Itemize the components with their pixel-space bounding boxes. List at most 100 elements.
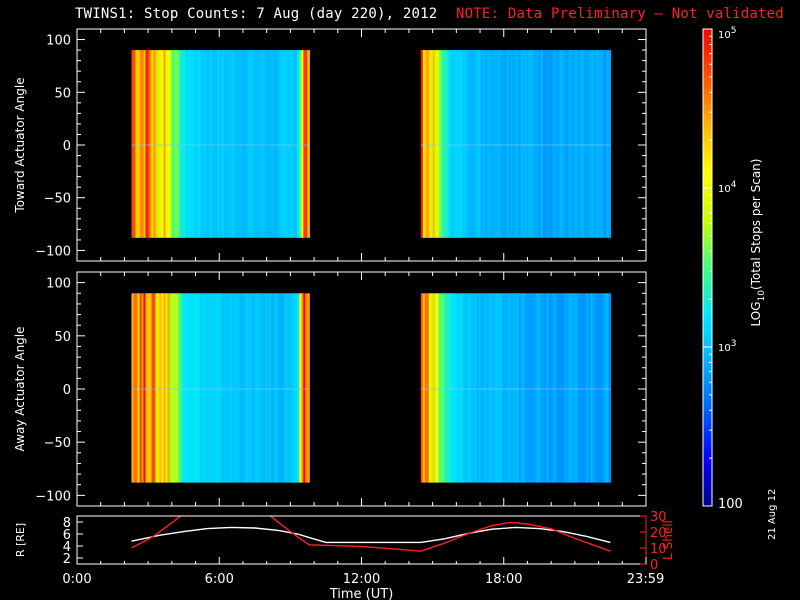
heatmap-cell: [269, 50, 272, 238]
heatmap-cell: [444, 50, 448, 238]
heatmap-cell: [476, 50, 480, 238]
heatmap-cell: [223, 50, 226, 238]
heatmap-cell: [440, 50, 444, 238]
heatmap-cell: [526, 50, 530, 238]
heatmap-cell: [195, 50, 199, 238]
heatmap-cell: [265, 293, 268, 483]
heatmap-cell: [179, 293, 183, 483]
heatmap-cell: [588, 50, 592, 238]
heatmap-cell: [568, 50, 572, 238]
heatmap-cell: [187, 50, 191, 238]
y-tick-label: −100: [35, 489, 71, 504]
heatmap-cell: [259, 50, 262, 238]
heatmap-cell: [592, 50, 596, 238]
heatmap-cell: [582, 293, 586, 483]
heatmap-cell: [496, 293, 500, 483]
heatmap-cell: [582, 50, 586, 238]
heatmap-cell: [167, 50, 171, 238]
heatmap-cell: [145, 50, 149, 238]
heatmap-cell: [301, 50, 304, 238]
heatmap-cell: [171, 50, 175, 238]
heatmap-cell: [502, 50, 506, 238]
heatmap-cell: [462, 50, 466, 238]
heatmap-cell: [586, 293, 590, 483]
heatmap-cell: [245, 293, 248, 483]
heatmap-cell: [209, 293, 212, 483]
heatmap-cell: [606, 50, 609, 238]
heatmap-cell: [211, 293, 214, 483]
heatmap-cell: [157, 50, 161, 238]
heatmap-cell: [456, 293, 460, 483]
heatmap-cell: [167, 293, 171, 483]
heatmap-cell: [500, 50, 504, 238]
heatmap-cell: [131, 50, 135, 238]
heatmap-cell: [259, 293, 262, 483]
heatmap-cell: [510, 293, 514, 483]
heatmap-cell: [217, 50, 220, 238]
heatmap-cell: [532, 293, 536, 483]
heatmap-cell: [540, 293, 544, 483]
heatmap-cell: [492, 293, 496, 483]
y-axis-label: Away Actuator Angle: [13, 326, 27, 451]
heatmap-cell: [139, 50, 143, 238]
heatmap-cell: [169, 50, 173, 238]
heatmap-cell: [149, 293, 153, 483]
heatmap-cell: [199, 50, 203, 238]
heatmap-cell: [135, 50, 139, 238]
heatmap-cell: [584, 50, 588, 238]
heatmap-cell: [522, 293, 526, 483]
heatmap-cell: [293, 50, 296, 238]
heatmap-cell: [249, 293, 252, 483]
heatmap-block: [131, 50, 310, 238]
heatmap-cell: [289, 50, 292, 238]
heatmap-cell: [516, 50, 520, 238]
heatmap-cell: [283, 50, 286, 238]
heatmap-cell: [562, 293, 566, 483]
heatmap-cell: [560, 293, 564, 483]
heatmap-cell: [490, 293, 494, 483]
heatmap-cell: [137, 50, 141, 238]
y-tick-label: 50: [54, 86, 71, 101]
heatmap-cell: [271, 293, 274, 483]
heatmap-cell: [538, 293, 542, 483]
heatmap-cell: [143, 50, 147, 238]
heatmap-block: [420, 293, 611, 483]
heatmap-cell: [420, 50, 424, 238]
heatmap-cell: [217, 293, 220, 483]
heatmap-cell: [305, 293, 308, 483]
heatmap-cell: [452, 293, 456, 483]
heatmap-cell: [438, 50, 442, 238]
heatmap-cell: [460, 50, 464, 238]
heatmap-cell: [185, 293, 189, 483]
heatmap-cell: [155, 50, 159, 238]
heatmap-cell: [478, 293, 482, 483]
heatmap-cell: [215, 50, 218, 238]
heatmap-cell: [542, 50, 546, 238]
heatmap-cell: [163, 293, 167, 483]
heatmap-cell: [207, 50, 210, 238]
heatmap-cell: [534, 293, 538, 483]
heatmap-cell: [466, 50, 470, 238]
heatmap-cell: [303, 50, 306, 238]
heatmap-cell: [247, 293, 250, 483]
heatmap-cell: [420, 293, 424, 483]
heatmap-cell: [528, 50, 532, 238]
heatmap-cell: [265, 50, 268, 238]
heatmap-cell: [133, 50, 137, 238]
heatmap-cell: [494, 50, 498, 238]
heatmap-cell: [520, 293, 524, 483]
x-tick-label: 18:00: [485, 572, 522, 587]
colorbar-gradient: [703, 29, 712, 506]
heatmap-cell: [287, 293, 290, 483]
colorbar-tick-label: 105: [718, 26, 736, 41]
heatmap-cell: [430, 293, 434, 483]
heatmap-cell: [191, 293, 195, 483]
heatmap-cell: [576, 293, 580, 483]
heatmap-cell: [287, 50, 290, 238]
heatmap-cell: [530, 50, 534, 238]
heatmap-cell: [558, 50, 562, 238]
heatmap-cell: [239, 293, 242, 483]
heatmap-cell: [199, 293, 203, 483]
heatmap-cell: [434, 293, 438, 483]
heatmap-cell: [261, 50, 264, 238]
